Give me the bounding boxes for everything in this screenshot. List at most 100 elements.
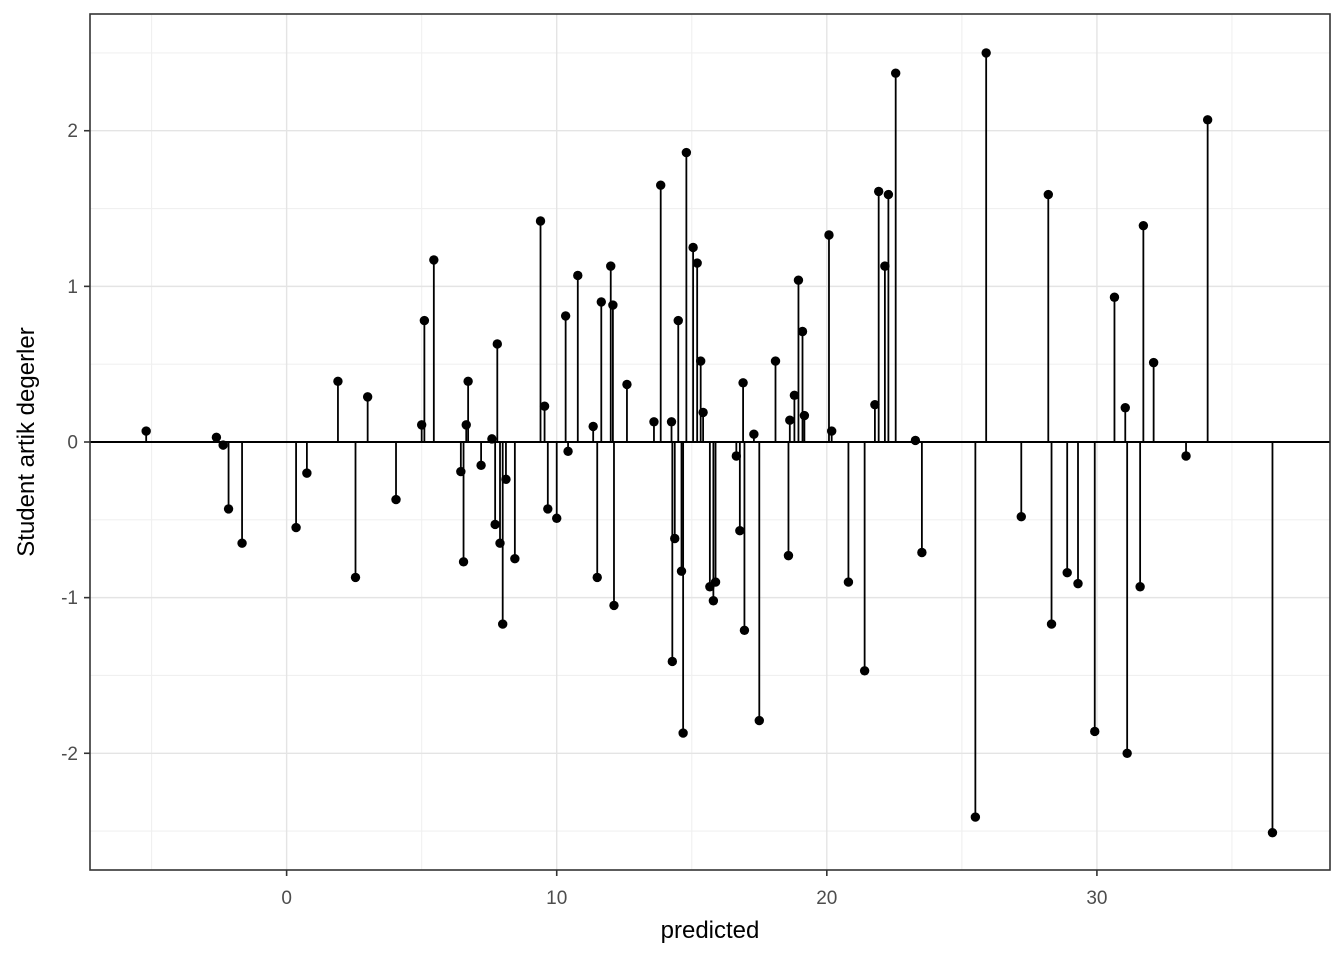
data-point [1202, 115, 1213, 125]
data-point [606, 261, 616, 271]
data-point [391, 494, 401, 505]
data-point [1109, 292, 1120, 302]
data-point [688, 242, 698, 253]
data-point [859, 666, 870, 676]
data-point [609, 600, 619, 611]
data-point [1043, 189, 1053, 200]
data-point [1181, 451, 1191, 461]
y-tick-label: -2 [61, 744, 78, 765]
data-point [573, 270, 583, 281]
data-point [495, 538, 505, 548]
data-point [218, 440, 228, 450]
x-tick-label: 0 [281, 888, 292, 909]
data-point [656, 180, 666, 190]
data-point [910, 435, 921, 446]
data-point [667, 656, 678, 667]
data-point [458, 557, 469, 567]
data-point [1135, 582, 1145, 592]
data-point [1148, 357, 1159, 368]
data-point [870, 399, 880, 410]
data-point [1062, 568, 1072, 578]
data-point [141, 426, 151, 436]
data-point [826, 426, 837, 436]
data-point [456, 466, 466, 477]
data-point [785, 415, 795, 425]
y-axis-title: Student artik degerler [13, 327, 40, 557]
y-tick-label: 2 [67, 121, 78, 142]
data-point [302, 468, 312, 478]
data-point [710, 577, 721, 587]
data-point [552, 513, 562, 523]
x-tick-label: 30 [1086, 888, 1107, 909]
data-point [291, 522, 301, 533]
data-point [535, 216, 546, 226]
data-point [543, 504, 553, 514]
data-point [592, 572, 602, 583]
y-tick-label: 1 [67, 277, 78, 298]
data-point [487, 434, 497, 444]
data-point [510, 554, 520, 564]
data-point [666, 417, 677, 427]
data-point [416, 420, 427, 430]
data-point [237, 538, 247, 548]
data-point [783, 550, 794, 561]
data-point [539, 401, 550, 411]
data-point [731, 451, 742, 461]
data-point [681, 147, 692, 158]
data-point [1138, 220, 1149, 231]
x-tick-label: 10 [546, 888, 567, 909]
data-point [596, 297, 606, 307]
data-point [793, 275, 804, 285]
data-point [695, 356, 706, 366]
data-point [476, 460, 486, 471]
data-point [419, 315, 430, 326]
data-point [1120, 403, 1130, 413]
data-point [622, 379, 632, 390]
data-point [560, 311, 571, 321]
data-point [692, 258, 702, 268]
data-point [490, 519, 500, 530]
x-tick-label: 20 [816, 888, 837, 909]
data-point [770, 356, 781, 366]
data-point [649, 417, 659, 427]
data-point [970, 812, 981, 822]
data-point [676, 566, 687, 576]
data-point [1090, 726, 1100, 737]
data-point [501, 474, 511, 485]
data-point [1046, 619, 1057, 629]
data-point [461, 420, 471, 430]
y-tick-label: 0 [67, 433, 78, 454]
data-point [223, 504, 234, 514]
data-point [789, 390, 800, 401]
data-point [498, 619, 508, 629]
data-point [749, 429, 759, 439]
data-point [362, 392, 373, 402]
data-point [883, 189, 894, 200]
data-point [429, 255, 439, 265]
data-point [1016, 512, 1026, 522]
data-point [698, 407, 708, 418]
data-point [917, 547, 927, 558]
data-point [880, 261, 890, 271]
data-point [890, 68, 901, 78]
data-point [350, 572, 361, 583]
data-point [492, 339, 503, 349]
data-point [563, 446, 573, 457]
data-point [333, 376, 343, 387]
data-point [873, 186, 884, 197]
data-point [754, 715, 764, 726]
data-point [678, 728, 688, 738]
data-point [799, 410, 810, 421]
data-point [981, 48, 991, 58]
data-point [670, 533, 680, 544]
data-point [843, 577, 854, 587]
data-point [824, 230, 834, 240]
y-tick-label: -1 [61, 588, 78, 609]
data-point [739, 625, 750, 636]
data-point [211, 432, 222, 443]
data-point [608, 300, 618, 310]
data-point [1267, 827, 1278, 838]
x-axis-title: predicted [660, 917, 760, 944]
